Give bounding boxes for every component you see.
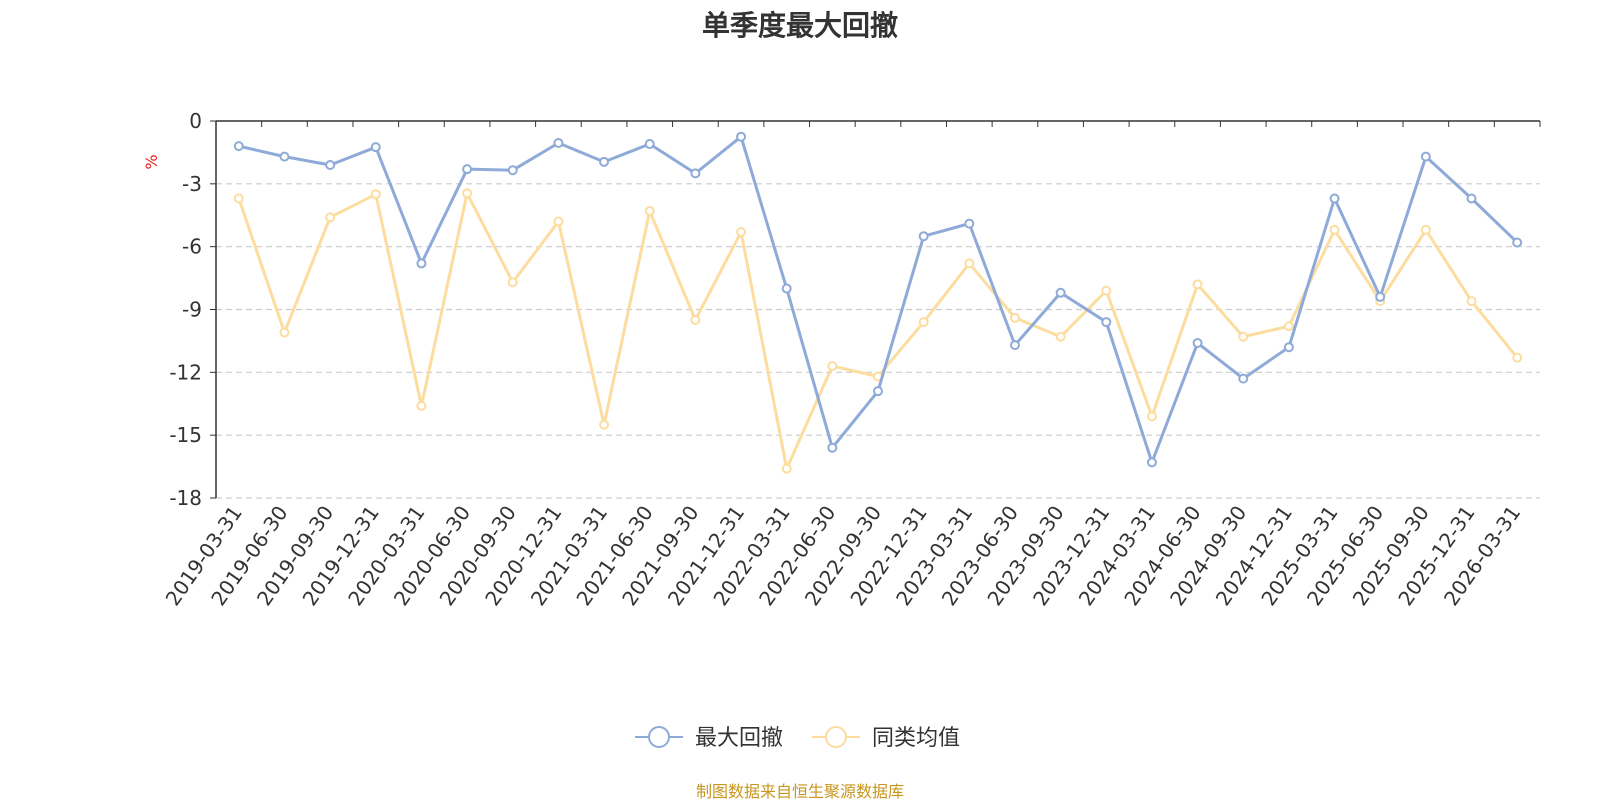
series-0-point-11[interactable] (736, 131, 747, 142)
series-1-point-27[interactable] (1466, 296, 1477, 307)
series-1-point-13[interactable] (827, 361, 838, 372)
y-axis-unit-label: % (142, 154, 161, 169)
series-0-point-10[interactable] (690, 168, 701, 179)
series-line-1 (237, 191, 1519, 471)
legend-item-1[interactable]: 同类均值 (812, 726, 960, 751)
y-tick-label-6: -18 (169, 486, 202, 510)
series-0-point-21[interactable] (1192, 338, 1203, 349)
series-0-point-8[interactable] (599, 156, 610, 167)
series-1-point-6[interactable] (507, 277, 518, 288)
y-tick-label-4: -12 (169, 360, 202, 384)
legend-label-0: 最大回撤 (695, 726, 783, 751)
series-1-point-2[interactable] (325, 212, 336, 223)
series-0-point-6[interactable] (507, 165, 518, 176)
grid-lines (216, 183, 1540, 499)
series-0-point-24[interactable] (1329, 193, 1340, 204)
series-0-point-1[interactable] (279, 151, 290, 162)
series-0-point-28[interactable] (1512, 237, 1523, 248)
series-1-point-15[interactable] (918, 317, 929, 328)
series-1-point-28[interactable] (1512, 352, 1523, 363)
series-1-point-23[interactable] (1283, 321, 1294, 332)
series-1-point-9[interactable] (644, 206, 655, 217)
series-1-point-18[interactable] (1055, 331, 1066, 342)
series-0-point-25[interactable] (1375, 291, 1386, 302)
series-1-point-20[interactable] (1146, 411, 1157, 422)
y-tick-label-5: -15 (169, 423, 202, 447)
series-0-point-4[interactable] (416, 258, 427, 269)
series-1-point-4[interactable] (416, 400, 427, 411)
series-1-point-1[interactable] (279, 327, 290, 338)
y-axis-ticks: 0 -3 -6 -9 -12 -15 -18 (169, 109, 216, 510)
legend-swatch-marker-1 (825, 726, 847, 748)
series-0-point-26[interactable] (1420, 151, 1431, 162)
series-0-point-19[interactable] (1101, 317, 1112, 328)
series-0-point-0[interactable] (233, 141, 244, 152)
legend-label-1: 同类均值 (872, 726, 960, 751)
series-0-point-7[interactable] (553, 137, 564, 148)
series-0-point-23[interactable] (1283, 342, 1294, 353)
series-0-point-9[interactable] (644, 139, 655, 150)
series-0-point-15[interactable] (918, 231, 929, 242)
series-1-point-11[interactable] (736, 227, 747, 238)
series-0-point-14[interactable] (873, 386, 883, 397)
legend-swatch-marker-0 (648, 726, 670, 748)
legend[interactable]: 最大回撤 同类均值 (635, 726, 960, 751)
series-1-point-26[interactable] (1420, 224, 1431, 235)
series-1-point-22[interactable] (1238, 331, 1249, 342)
chart-title: 单季度最大回撤 (701, 9, 898, 42)
series-lines (233, 131, 1523, 474)
source-note: 制图数据来自恒生聚源数据库 (695, 782, 904, 801)
series-0-point-17[interactable] (1009, 340, 1020, 351)
series-1-point-0[interactable] (233, 193, 244, 204)
y-tick-label-2: -6 (182, 235, 202, 259)
series-1-point-19[interactable] (1101, 285, 1112, 296)
y-tick-label-1: -3 (182, 172, 202, 196)
series-0-point-2[interactable] (325, 159, 336, 170)
series-0-point-16[interactable] (964, 218, 975, 229)
y-tick-label-3: -9 (182, 298, 202, 322)
series-1-point-17[interactable] (1009, 312, 1020, 323)
series-1-point-5[interactable] (462, 188, 473, 199)
series-0 (233, 131, 1523, 468)
series-1-point-7[interactable] (553, 216, 564, 227)
series-0-point-27[interactable] (1466, 193, 1477, 204)
series-1-point-12[interactable] (781, 463, 792, 474)
series-0-point-18[interactable] (1055, 287, 1066, 298)
series-0-point-13[interactable] (827, 442, 838, 453)
series-1-point-8[interactable] (599, 419, 610, 430)
series-1-point-24[interactable] (1329, 224, 1340, 235)
legend-item-0[interactable]: 最大回撤 (635, 726, 783, 751)
series-0-point-12[interactable] (781, 283, 792, 294)
series-1-point-3[interactable] (370, 189, 381, 200)
series-0-point-5[interactable] (462, 164, 473, 175)
series-1-point-10[interactable] (690, 314, 701, 325)
series-line-0 (238, 135, 1519, 464)
series-1-point-21[interactable] (1192, 279, 1203, 290)
series-0-point-22[interactable] (1238, 373, 1249, 384)
series-1-point-16[interactable] (964, 258, 975, 269)
y-tick-label-0: 0 (189, 109, 202, 133)
series-1 (233, 188, 1523, 474)
series-0-point-3[interactable] (370, 142, 381, 153)
series-0-point-20[interactable] (1146, 457, 1157, 468)
